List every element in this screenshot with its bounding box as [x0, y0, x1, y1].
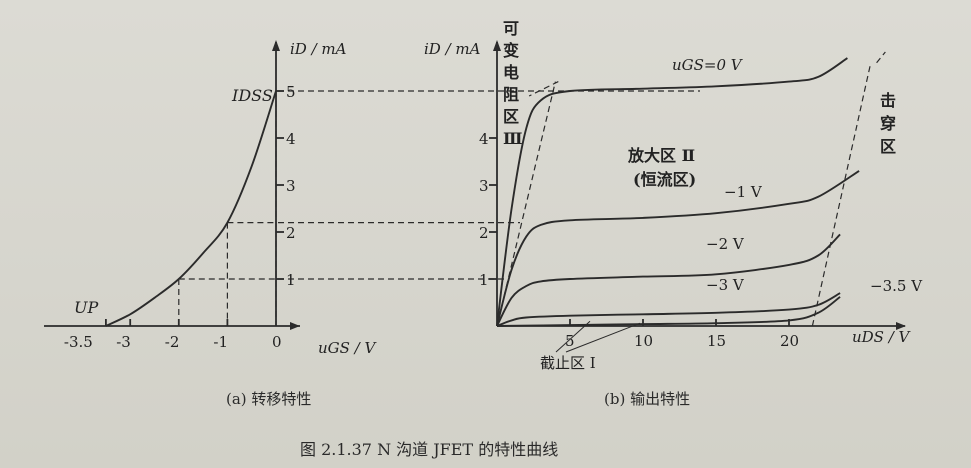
x-axis-label-a: uGS / V: [318, 339, 378, 357]
x-axis-arrow-b: [896, 322, 906, 330]
x-tick-label-b: 5: [565, 332, 575, 350]
y-axis-label-b: iD / mA: [424, 40, 481, 58]
breakdown-boundary-extension: [876, 51, 886, 64]
pinch-off-boundary-extension: [528, 81, 559, 97]
breakdown-region-char: 穿: [880, 114, 896, 133]
transfer-curve: [105, 90, 277, 327]
x-tick-label-a: -1: [213, 333, 228, 351]
output-curve-4: [496, 296, 841, 327]
cutoff-region-label: 截止区 Ⅰ: [540, 354, 596, 372]
output-curve-2: [496, 233, 841, 327]
breakdown-region-char: 击: [880, 91, 896, 110]
y-tick-label-a: 4: [286, 130, 296, 148]
y-tick-label-b: 3: [479, 177, 489, 195]
constant-current-label: (恒流区): [633, 170, 696, 189]
y-tick-label-b: 4: [479, 130, 489, 148]
idss-label: IDSS: [231, 86, 273, 105]
cutoff-pointer: [555, 320, 591, 353]
y-axis-arrow-b: [493, 40, 501, 51]
x-tick-label-b: 10: [634, 332, 653, 350]
series-label-0: uGS=0 V: [672, 56, 744, 74]
x-tick-label-a: -2: [165, 333, 180, 351]
x-axis-label-b: uDS / V: [852, 328, 912, 346]
y-tick-label-a: 1: [286, 271, 296, 289]
y-tick-label-a: 5: [286, 83, 296, 101]
x-tick-label-b: 15: [707, 332, 726, 350]
variable-resistance-char: Ⅲ: [503, 129, 522, 148]
amplification-region-label: 放大区 Ⅱ: [627, 146, 695, 165]
output-curve-0: [496, 57, 848, 327]
x-tick-label-a: 0: [272, 333, 282, 351]
y-tick-label-b: 1: [479, 271, 489, 289]
y-tick-label-b: 2: [479, 224, 489, 242]
figure-caption: 图 2.1.37 N 沟道 JFET 的特性曲线: [300, 440, 559, 459]
breakdown-region-char: 区: [880, 137, 896, 156]
subcaption-b: (b) 输出特性: [604, 390, 691, 408]
series-label-2: −2 V: [706, 235, 745, 253]
variable-resistance-char: 变: [503, 41, 519, 60]
x-tick-label-a: -3.5: [64, 333, 93, 351]
output-curve-1: [496, 170, 860, 327]
x-axis-arrow-a: [290, 322, 300, 330]
y-axis-label-a: iD / mA: [290, 40, 347, 58]
series-label-4: −3.5 V: [870, 277, 923, 295]
series-label-3: −3 V: [706, 276, 745, 294]
breakdown-boundary: [811, 62, 872, 327]
y-tick-label-a: 3: [286, 177, 296, 195]
up-label: UP: [74, 298, 98, 317]
variable-resistance-char: 阻: [503, 85, 519, 104]
variable-resistance-char: 区: [503, 107, 519, 126]
variable-resistance-char: 可: [503, 19, 519, 38]
x-tick-label-b: 20: [780, 332, 799, 350]
output-curve-3: [496, 292, 841, 327]
y-axis-arrow-a: [272, 40, 280, 51]
x-tick-label-a: -3: [116, 333, 131, 351]
subcaption-a: (a) 转移特性: [226, 390, 312, 408]
y-tick-label-a: 2: [286, 224, 296, 242]
transfer-characteristic-chart: -3.5 -3 -2 -1 0 1 2 3 4 5 iD / mA uGS / V IDSS UP: [44, 40, 378, 357]
variable-resistance-char: 电: [503, 63, 519, 82]
cutoff-pointer: [565, 322, 641, 353]
series-label-1: −1 V: [724, 183, 763, 201]
